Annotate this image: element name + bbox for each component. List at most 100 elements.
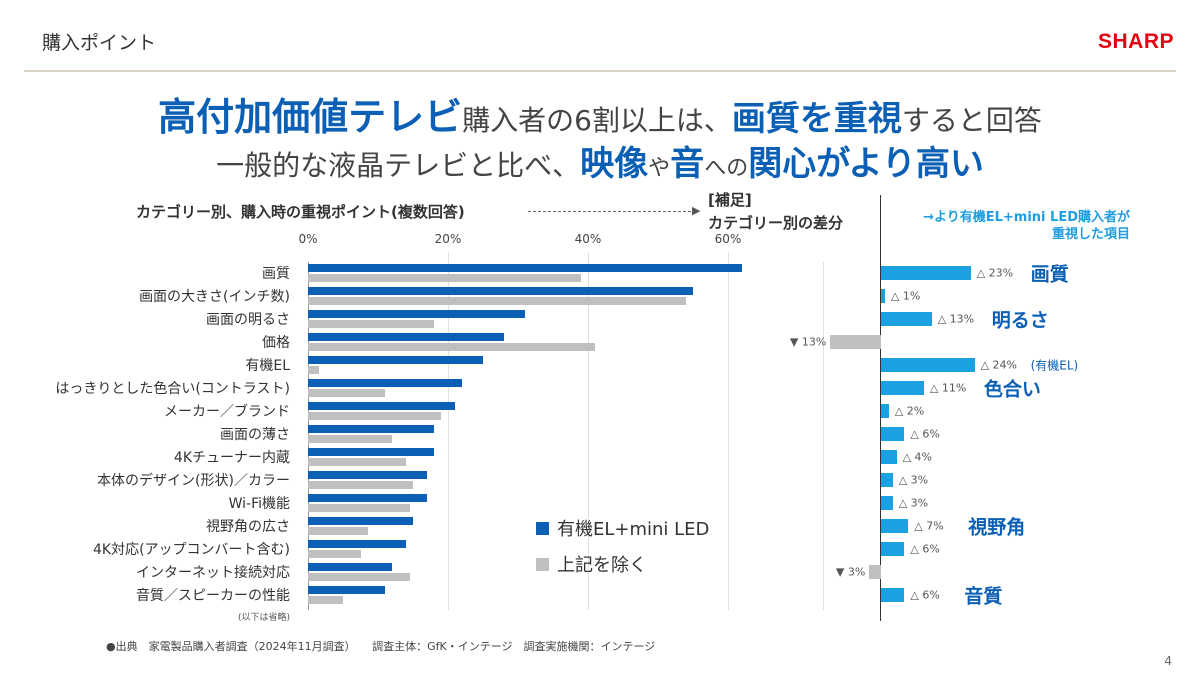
category-label: 視野角の広さ: [206, 519, 290, 535]
bar-series-a: [308, 540, 406, 548]
sharp-logo: SHARP: [1097, 30, 1174, 53]
diff-label: △ 11%: [929, 381, 967, 395]
diff-bar: [869, 565, 881, 579]
highlight-label: 音質: [964, 585, 1003, 608]
side-panel-title: →より有機EL+mini LED購入者が 重視した項目: [923, 209, 1130, 243]
bar-series-a: [308, 494, 427, 502]
highlight-label: 視野角: [968, 516, 1026, 539]
headline-text-1b: 購入者の6割以上は、: [462, 104, 732, 137]
header-rule: [24, 70, 1176, 72]
diff-bar: [881, 473, 893, 487]
legend-item-series-a: 有機EL+mini LED: [536, 515, 709, 541]
bar-series-a: [308, 563, 392, 571]
legend-label-series-b: 上記を除く: [557, 555, 647, 576]
diff-label: △ 6%: [910, 588, 940, 602]
headline-line-2: 一般的な液晶テレビと比べ、映像や音への関心がより高い: [0, 136, 1200, 185]
legend-label-series-a: 有機EL+mini LED: [557, 519, 710, 540]
diff-label: ▼ 3%: [835, 565, 866, 579]
bar-series-b: [308, 596, 343, 604]
headline-text-2c: や: [648, 156, 671, 181]
diff-label: △ 23%: [976, 266, 1014, 280]
bar-series-b: [308, 504, 410, 512]
category-label: 画面の明るさ: [206, 312, 290, 328]
highlight-label: 明るさ: [991, 309, 1049, 332]
bar-series-a: [308, 402, 455, 410]
bar-series-b: [308, 481, 413, 489]
panel-divider: [880, 195, 881, 621]
diff-label: △ 4%: [902, 450, 933, 464]
headline-emphasis-sound: 音: [670, 144, 705, 184]
bar-series-b: [308, 343, 595, 351]
bar-series-a: [308, 287, 693, 295]
category-label: 4K対応(アップコンバート含む): [92, 542, 290, 558]
bar-series-b: [308, 527, 368, 535]
category-label: 画面の薄さ: [220, 427, 290, 443]
headline-emphasis-quality: 画質を重視: [731, 99, 902, 139]
legend-swatch-series-b: [536, 557, 549, 571]
x-gridline: [448, 252, 449, 610]
diff-label: △ 7%: [914, 519, 944, 533]
headline-line-1: 高付加価値テレビ購入者の6割以上は、画質を重視すると回答: [0, 86, 1200, 141]
x-gridline: [588, 252, 589, 610]
category-label: 4Kチューナー内蔵: [173, 450, 290, 466]
diff-bar: [881, 427, 905, 441]
headline-text-2a: 一般的な液晶テレビと比べ、: [216, 149, 581, 182]
bar-series-a: [308, 356, 483, 364]
diff-label: △ 3%: [898, 496, 929, 510]
diff-label: △ 3%: [898, 473, 929, 487]
legend-item-series-b: 上記を除く: [536, 551, 647, 577]
supplement-subtitle: カテゴリー別の差分: [708, 214, 844, 232]
bar-series-b: [308, 458, 406, 466]
x-tick-label: 20%: [434, 232, 462, 246]
bar-series-a: [308, 586, 385, 594]
page-label: 購入ポイント: [42, 32, 157, 54]
bar-series-a: [308, 448, 434, 456]
category-label: 価格: [262, 335, 290, 351]
bar-series-b: [308, 435, 392, 443]
diff-label: △ 24%: [980, 358, 1017, 372]
bar-series-a: [308, 333, 504, 341]
diff-chart-gridline: [823, 262, 824, 610]
headline-text-1d: すると回答: [901, 104, 1042, 137]
dashed-arrow-line: [528, 211, 696, 212]
diff-bar: [881, 588, 905, 602]
bar-series-a: [308, 310, 525, 318]
bar-series-b: [308, 274, 581, 282]
bar-series-b: [308, 412, 441, 420]
headline-text-2e: への: [704, 156, 749, 181]
chart-note: (以下は省略): [237, 613, 290, 623]
source-footer: ●出典 家電製品購入者調査（2024年11月調査） 調査主体：GfK・インテージ…: [106, 640, 656, 653]
category-label: 画面の大きさ(インチ数): [139, 289, 290, 305]
supplement-title: [補足]: [708, 191, 752, 209]
category-label: はっきりとした色合い(コントラスト): [55, 381, 290, 397]
category-label: メーカー／ブランド: [164, 404, 290, 420]
bar-series-b: [308, 389, 385, 397]
category-label: 本体のデザイン(形状)／カラー: [97, 473, 290, 489]
arrow-head-icon: ▶: [692, 204, 701, 217]
diff-bar: [881, 266, 971, 280]
diff-bar: [830, 335, 881, 349]
category-label: Wi-Fi機能: [228, 496, 290, 512]
bar-series-b: [308, 550, 361, 558]
headline-emphasis-video: 映像: [580, 144, 649, 184]
page-number: 4: [1164, 654, 1172, 668]
legend-swatch-series-a: [536, 521, 549, 535]
x-tick-label: 0%: [298, 232, 318, 246]
diff-label: △ 13%: [937, 312, 975, 326]
bar-series-b: [308, 320, 434, 328]
bar-series-a: [308, 379, 462, 387]
diff-bar: [881, 496, 893, 510]
bar-series-a: [308, 471, 427, 479]
side-panel-title-line-1: →より有機EL+mini LED購入者が: [923, 210, 1130, 225]
category-label: 有機EL: [245, 358, 290, 374]
diff-label: △ 2%: [894, 404, 925, 418]
side-panel-title-line-2: 重視した項目: [1051, 227, 1130, 242]
bar-series-a: [308, 425, 434, 433]
highlight-label: 色合い: [983, 378, 1041, 401]
diff-bar: [881, 542, 905, 556]
diff-bar: [881, 450, 897, 464]
headline-emphasis-tv: 高付加価値テレビ: [158, 95, 463, 139]
x-tick-label: 40%: [574, 232, 602, 246]
diff-label: △ 6%: [910, 542, 940, 556]
x-gridline: [728, 252, 729, 610]
